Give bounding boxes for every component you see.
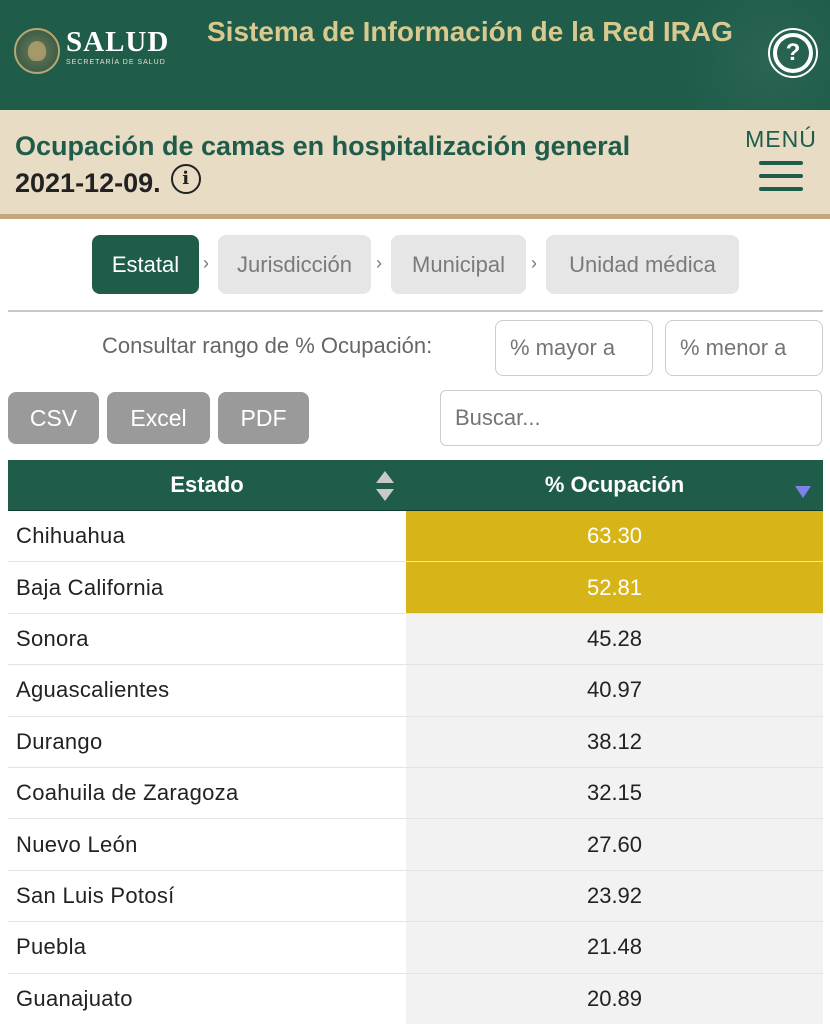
column-header-label: % Ocupación <box>544 472 685 497</box>
cell-ocupacion: 27.60 <box>406 819 823 870</box>
level-tabs: Estatal › Jurisdicción › Municipal › Uni… <box>0 235 830 295</box>
help-button[interactable]: ? <box>770 30 816 76</box>
report-date-line: 2021-12-09. i <box>15 164 201 201</box>
table-header: Estado % Ocupación <box>8 460 823 511</box>
system-title: Sistema de Información de la Red IRAG <box>207 16 733 47</box>
cell-estado: Nuevo León <box>16 831 138 857</box>
pdf-button[interactable]: PDF <box>218 392 309 444</box>
table-row[interactable]: Baja California 52.81 <box>8 562 823 614</box>
hamburger-icon <box>759 161 803 191</box>
tab-unidad-medica[interactable]: Unidad médica <box>546 235 739 294</box>
excel-button[interactable]: Excel <box>107 392 210 444</box>
report-date: 2021-12-09. <box>15 168 161 198</box>
chevron-right-icon: › <box>203 253 209 273</box>
column-header-ocupacion[interactable]: % Ocupación <box>406 460 823 510</box>
min-occupancy-input[interactable] <box>495 320 653 376</box>
search-input[interactable] <box>440 390 822 446</box>
sort-descending-icon <box>795 486 811 498</box>
brand-title: SALUD <box>66 26 170 58</box>
table-row[interactable]: San Luis Potosí 23.92 <box>8 870 823 923</box>
table-row[interactable]: Nuevo León 27.60 <box>8 819 823 871</box>
cell-ocupacion: 52.81 <box>406 562 823 613</box>
brand-logo[interactable]: SALUD SECRETARÍA DE SALUD <box>66 27 169 66</box>
cell-ocupacion: 21.48 <box>406 922 823 973</box>
cell-estado: Baja California <box>16 574 164 600</box>
page-title: Ocupación de camas en hospitalización ge… <box>15 131 631 161</box>
brand-subtitle: SECRETARÍA DE SALUD <box>66 59 166 66</box>
info-icon[interactable]: i <box>170 164 201 194</box>
max-occupancy-input[interactable] <box>665 320 823 376</box>
menu-label: MENÚ <box>745 126 817 152</box>
menu-button[interactable]: MENÚ <box>744 126 818 191</box>
question-icon: ? <box>777 37 809 69</box>
page-header: Ocupación de camas en hospitalización ge… <box>0 110 830 219</box>
sort-icon <box>376 471 394 501</box>
table-row[interactable]: Puebla 21.48 <box>8 922 823 974</box>
mexico-seal-icon <box>14 28 60 74</box>
column-header-estado[interactable]: Estado <box>8 460 406 510</box>
csv-button[interactable]: CSV <box>8 392 99 444</box>
table-row[interactable]: Aguascalientes 40.97 <box>8 665 823 717</box>
cell-ocupacion: 32.15 <box>406 767 823 819</box>
cell-estado: Sonora <box>16 625 89 651</box>
cell-ocupacion: 63.30 <box>406 511 823 562</box>
cell-estado: Puebla <box>16 934 87 960</box>
table-row[interactable]: Coahuila de Zaragoza 32.15 <box>8 767 823 820</box>
divider <box>8 310 823 312</box>
tab-jurisdiccion[interactable]: Jurisdicción <box>218 235 371 294</box>
cell-estado: Coahuila de Zaragoza <box>16 780 239 806</box>
cell-ocupacion: 23.92 <box>406 870 823 922</box>
chevron-right-icon: › <box>531 253 537 273</box>
table-row[interactable]: Sonora 45.28 <box>8 613 823 666</box>
cell-ocupacion: 45.28 <box>406 613 823 665</box>
cell-estado: Guanajuato <box>16 985 133 1011</box>
range-filter-label: Consultar rango de % Ocupación: <box>102 333 433 358</box>
cell-ocupacion: 38.12 <box>406 716 823 767</box>
table-body: Chihuahua 63.30 Baja California 52.81 Sonora… <box>8 511 823 1024</box>
cell-estado: Chihuahua <box>16 523 126 549</box>
table-row[interactable]: Durango 38.12 <box>8 716 823 768</box>
column-header-label: Estado <box>170 472 244 497</box>
app-header: SALUD SECRETARÍA DE SALUD Sistema de Inf… <box>0 0 830 110</box>
cell-ocupacion: 20.89 <box>406 973 823 1024</box>
table-row[interactable]: Chihuahua 63.30 <box>8 511 823 563</box>
chevron-right-icon: › <box>376 253 382 273</box>
cell-estado: San Luis Potosí <box>16 882 175 908</box>
occupancy-table: Estado % Ocupación Chihuahua 63.30 Baja Ca… <box>8 460 823 1024</box>
cell-estado: Durango <box>16 728 103 754</box>
table-row[interactable]: Guanajuato 20.89 <box>8 973 823 1024</box>
tab-municipal[interactable]: Municipal <box>391 235 526 294</box>
tab-estatal[interactable]: Estatal <box>92 235 199 294</box>
cell-estado: Aguascalientes <box>16 677 170 703</box>
cell-ocupacion: 40.97 <box>406 665 823 716</box>
